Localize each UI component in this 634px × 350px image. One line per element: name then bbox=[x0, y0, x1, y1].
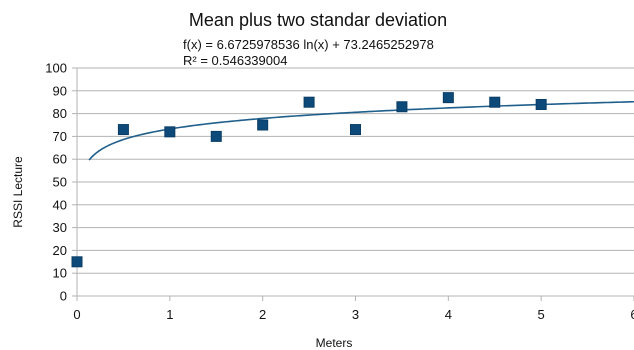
x-axis-label: Meters bbox=[316, 336, 353, 350]
data-point bbox=[164, 126, 176, 138]
data-point bbox=[489, 96, 501, 108]
data-point bbox=[71, 256, 83, 268]
data-point bbox=[210, 130, 222, 142]
data-point bbox=[117, 124, 129, 136]
axes bbox=[72, 67, 634, 301]
data-point bbox=[442, 92, 454, 104]
data-point bbox=[257, 119, 269, 131]
y-tick-label: 10 bbox=[53, 266, 67, 281]
x-tick-label: 1 bbox=[166, 307, 173, 322]
y-tick-label: 90 bbox=[53, 83, 67, 98]
y-tick-label: 40 bbox=[53, 197, 67, 212]
y-tick-label: 60 bbox=[53, 152, 67, 167]
x-tick-label: 6 bbox=[630, 307, 634, 322]
x-tick-labels: 0 1 2 3 4 5 6 bbox=[73, 307, 634, 322]
x-tick-label: 3 bbox=[352, 307, 359, 322]
y-tick-labels: 0 10 20 30 40 50 60 70 80 90 100 bbox=[45, 61, 67, 304]
data-point bbox=[396, 101, 408, 113]
x-tick-label: 4 bbox=[445, 307, 452, 322]
x-tick-label: 5 bbox=[538, 307, 545, 322]
data-points bbox=[71, 92, 547, 268]
x-tick-label: 2 bbox=[259, 307, 266, 322]
y-axis-label: RSSI Lecture bbox=[11, 156, 25, 228]
y-tick-label: 30 bbox=[53, 220, 67, 235]
data-point bbox=[350, 124, 361, 136]
y-tick-label: 100 bbox=[45, 61, 67, 76]
x-tick-label: 0 bbox=[73, 307, 80, 322]
y-tick-label: 80 bbox=[53, 106, 67, 121]
y-tick-label: 0 bbox=[60, 289, 67, 304]
chart-title: Mean plus two standar deviation bbox=[189, 10, 447, 30]
data-point bbox=[303, 96, 315, 108]
y-tick-label: 70 bbox=[53, 129, 67, 144]
data-point bbox=[535, 98, 547, 110]
grid-lines bbox=[77, 67, 634, 297]
y-tick-label: 50 bbox=[53, 175, 67, 190]
r-squared-label: R² = 0.546339004 bbox=[183, 53, 287, 68]
y-tick-label: 20 bbox=[53, 243, 67, 258]
trendline-equation: f(x) = 6.6725978536 ln(x) + 73.246525297… bbox=[183, 37, 434, 52]
